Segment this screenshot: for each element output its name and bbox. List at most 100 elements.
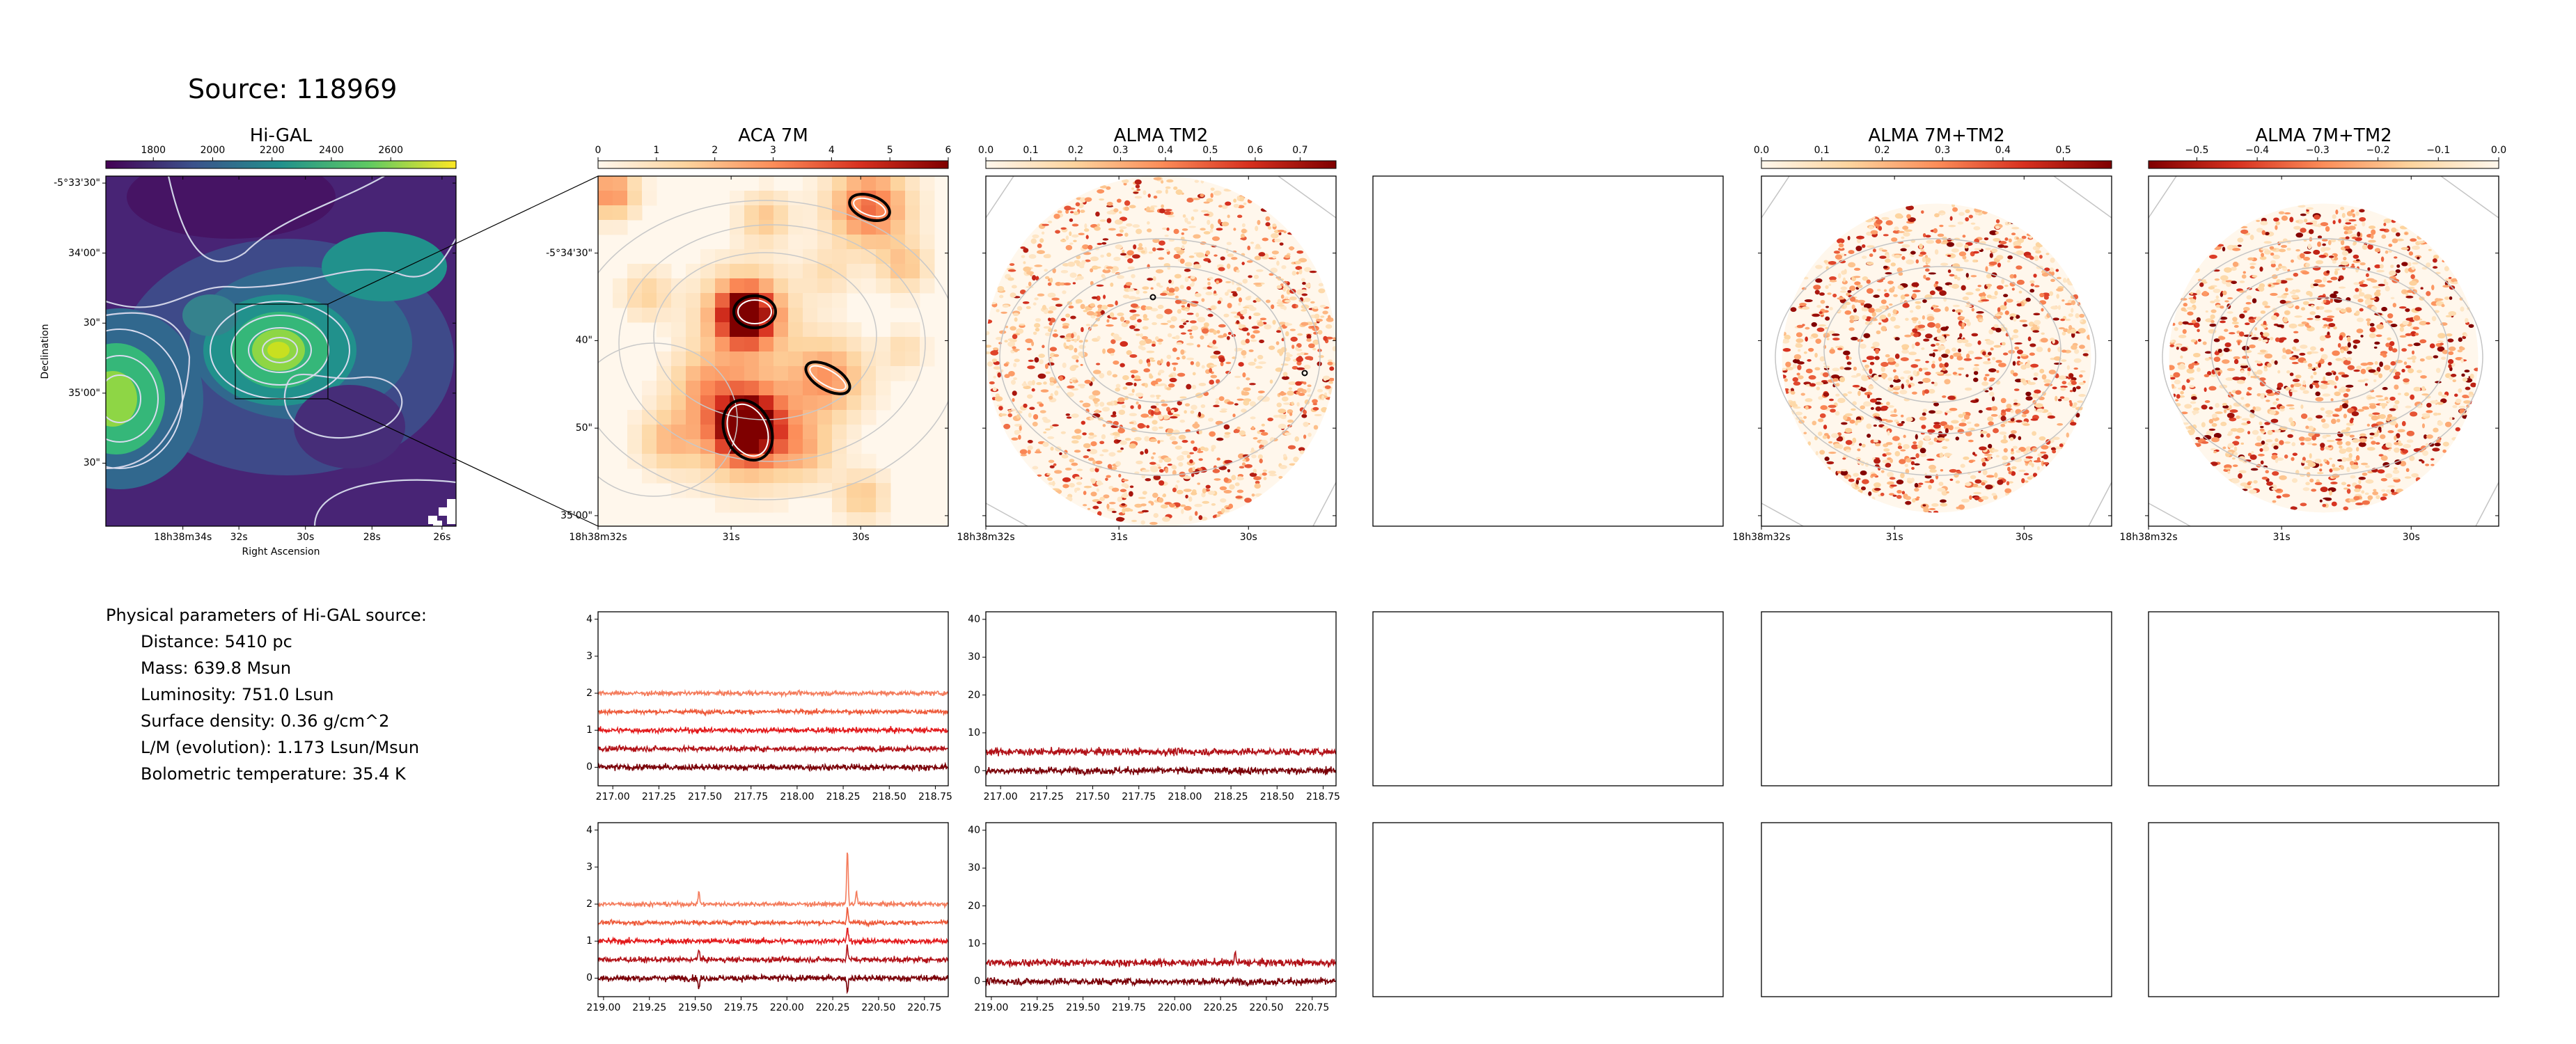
combo-speckle xyxy=(1906,379,1910,383)
combo_neg-speckle xyxy=(2334,385,2337,389)
tm2-speckle xyxy=(1137,319,1142,323)
higal-contour xyxy=(106,355,159,443)
tm2-speckle xyxy=(1324,392,1328,396)
combo_neg-speckle xyxy=(2403,378,2410,383)
combo_neg-speckle xyxy=(2353,345,2357,349)
combo_neg-speckle xyxy=(2246,393,2252,396)
combo_neg-speckle xyxy=(2358,281,2364,285)
tm2-speckle xyxy=(1297,333,1303,336)
tm2-speckle xyxy=(1321,406,1328,413)
combo_neg-speckle xyxy=(2270,252,2275,256)
tm2-speckle xyxy=(1012,334,1018,340)
combo_neg-speckle xyxy=(2362,244,2368,250)
combo-speckle xyxy=(1870,230,1878,235)
combo-speckle xyxy=(2014,342,2023,345)
aca7m-pixel xyxy=(627,264,643,279)
combo_neg-speckle xyxy=(2253,334,2256,337)
tm2-speckle xyxy=(1042,305,1046,310)
combo-speckle xyxy=(1805,398,1813,402)
combo-speckle xyxy=(2082,349,2089,352)
tm2-speckle xyxy=(1145,306,1153,310)
combo-speckle xyxy=(1856,235,1864,239)
combo-speckle xyxy=(1928,464,1936,470)
combo-speckle xyxy=(1797,361,1805,365)
combo-speckle xyxy=(1874,356,1880,361)
combo-speckle xyxy=(1793,381,1801,386)
combo_neg-speckle xyxy=(2293,338,2300,343)
aca7m-pixel xyxy=(832,439,847,454)
aca7m-pixel xyxy=(847,410,862,425)
combo-speckle xyxy=(2048,445,2052,448)
combo_neg-speckle xyxy=(2204,374,2210,377)
combo-speckle xyxy=(2050,306,2059,310)
combo-speckle xyxy=(1811,322,1817,327)
tm2-speckle xyxy=(1325,324,1333,329)
tm2-speckle xyxy=(1181,450,1190,455)
combo_neg-speckle xyxy=(2457,349,2463,353)
combo-speckle xyxy=(1939,452,1944,458)
tm2-speckle xyxy=(1268,470,1276,475)
combo_neg-speckle xyxy=(2307,417,2313,421)
tm2-speckle xyxy=(1310,325,1318,329)
tm2-speckle xyxy=(1227,214,1230,219)
aca7m-pixel xyxy=(803,205,818,221)
combo_neg-speckle xyxy=(2307,363,2313,367)
tm2-speckle xyxy=(1195,252,1204,258)
tm2-speckle xyxy=(1306,338,1312,342)
tm2-speckle xyxy=(1117,450,1122,453)
tm2-speckle xyxy=(1209,431,1216,437)
combo_neg-speckle xyxy=(2325,410,2334,415)
combo_neg-speckle xyxy=(2270,418,2279,423)
combo_neg-speckle xyxy=(2417,235,2423,240)
combo_neg-speckle xyxy=(2256,219,2261,223)
tm2-speckle xyxy=(1062,290,1067,294)
tm2-speckle xyxy=(1113,360,1120,365)
combo-speckle xyxy=(1991,493,1997,496)
tm2-speckle xyxy=(1138,496,1147,500)
tm2-speckle xyxy=(1084,339,1088,342)
tm2-speckle xyxy=(1282,454,1287,458)
combo_neg-speckle xyxy=(2374,248,2381,253)
tm2-speckle xyxy=(1053,329,1058,332)
tm2-speckle xyxy=(1288,381,1296,386)
combo-speckle xyxy=(1796,372,1800,376)
combo_neg-speckle xyxy=(2169,374,2174,378)
tm2-speckle xyxy=(1103,494,1110,499)
tm2-speckle xyxy=(1216,379,1220,384)
tm2-speckle xyxy=(1286,354,1293,357)
tm2-speckle xyxy=(1071,413,1079,418)
combo_neg-speckle xyxy=(2289,356,2297,361)
combo_neg-speckle xyxy=(2387,337,2392,340)
combo-speckle xyxy=(1809,383,1816,387)
combo_neg-speckle xyxy=(2391,227,2397,232)
combo_neg-speckle xyxy=(2250,375,2254,379)
combo-speckle xyxy=(1979,430,1988,434)
tm2-speckle xyxy=(1141,335,1148,340)
tm2-speckle xyxy=(1167,319,1172,323)
tm2-speckle xyxy=(1066,339,1071,342)
aca7m-pixel xyxy=(817,322,833,338)
tm2-speckle xyxy=(1220,361,1224,367)
combo_neg-speckle xyxy=(2413,342,2421,347)
combo-speckle xyxy=(1985,484,1993,490)
combo-speckle xyxy=(2034,255,2039,262)
combo_neg-speckle xyxy=(2458,337,2463,342)
aca7m-pixel xyxy=(817,483,833,498)
combo_neg-speckle xyxy=(2335,209,2339,215)
tm2-speckle xyxy=(1010,292,1016,298)
combo_neg-speckle xyxy=(2302,380,2306,386)
combo_neg-speckle xyxy=(2190,299,2197,304)
combo-speckle xyxy=(1885,420,1894,423)
combo_neg-speckle xyxy=(2399,226,2408,230)
combo-speckle xyxy=(1823,260,1828,263)
tm2-speckle xyxy=(1115,461,1122,466)
combo_neg-speckle xyxy=(2358,442,2366,448)
combo_neg-speckle xyxy=(2343,487,2349,490)
tm2-speckle xyxy=(1183,489,1192,492)
aca7m-pixel xyxy=(700,264,716,279)
aca7m-frame xyxy=(597,175,949,527)
tm2-speckle xyxy=(1227,289,1232,293)
tm2-speckle xyxy=(1138,359,1143,365)
tm2-speckle xyxy=(1007,277,1014,281)
aca7m-pixel xyxy=(817,468,833,484)
